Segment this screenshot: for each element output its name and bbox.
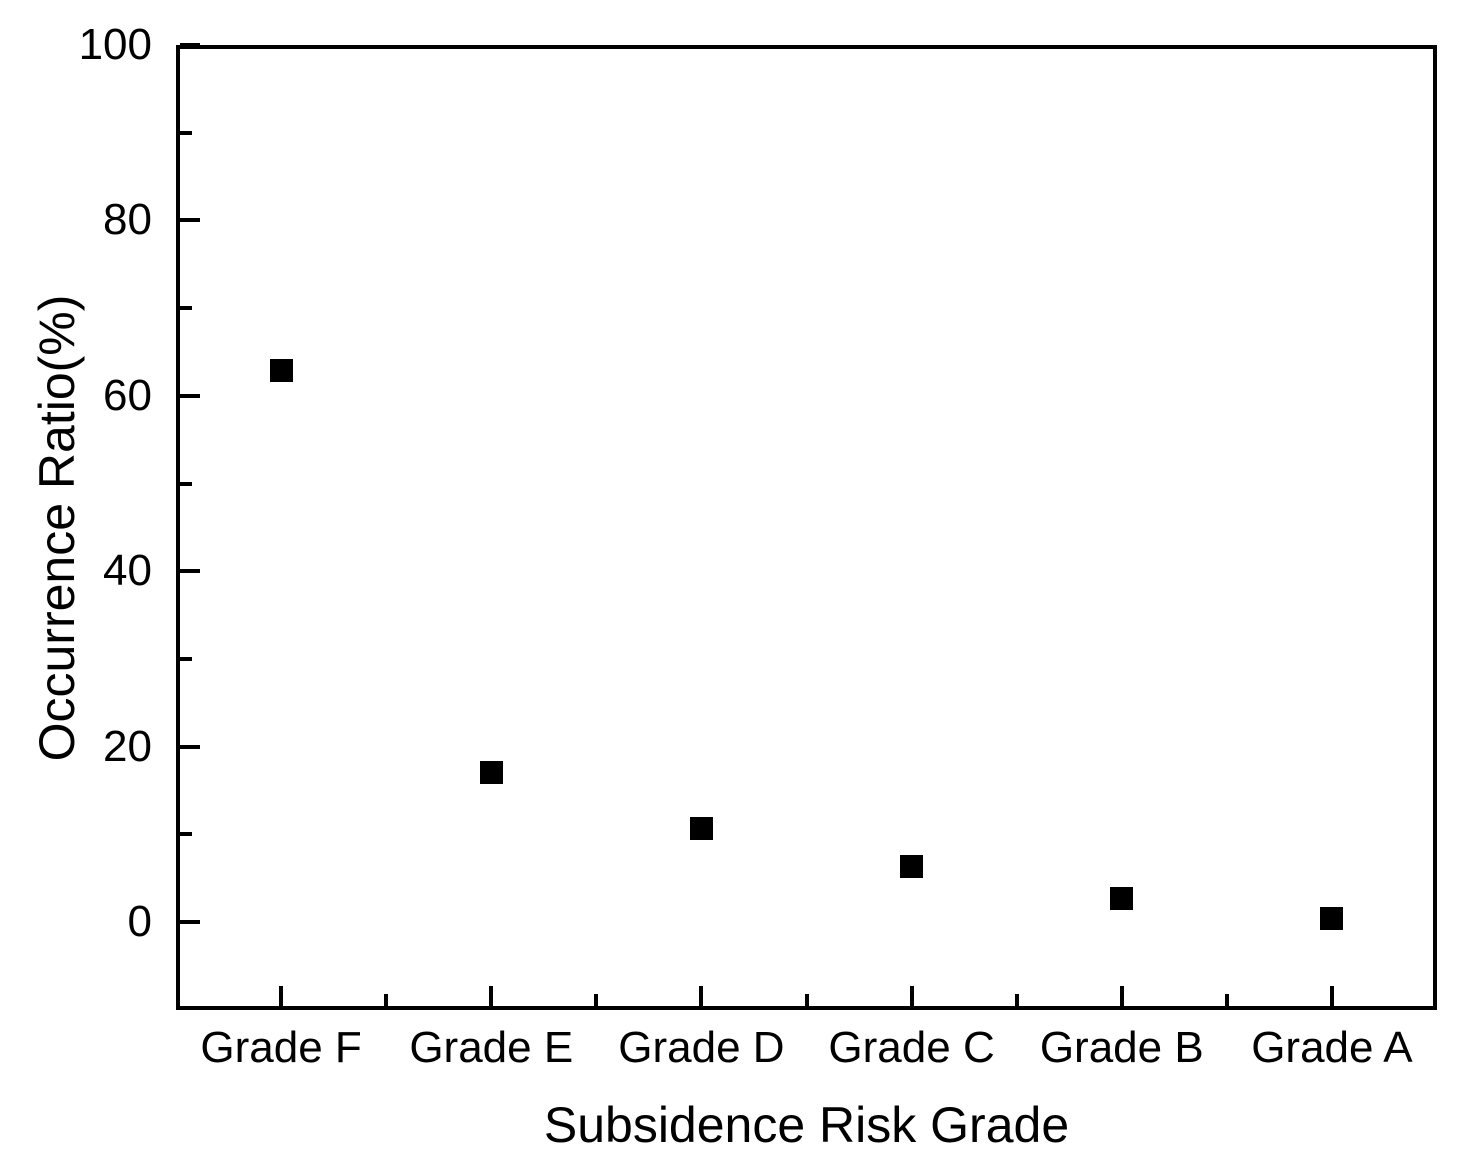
data-point-grade-f: [269, 358, 293, 382]
y-minor-tick: [180, 481, 192, 486]
x-tick-label-grade-e: Grade E: [409, 1023, 574, 1072]
x-minor-tick: [1014, 994, 1019, 1006]
y-major-tick: [180, 569, 200, 574]
y-tick-label: 20: [103, 721, 152, 771]
x-minor-tick: [594, 994, 599, 1006]
x-tick-label-grade-c: Grade C: [828, 1023, 995, 1072]
data-point-grade-e: [479, 760, 503, 784]
y-major-tick: [180, 218, 200, 223]
y-major-tick: [180, 43, 200, 47]
y-axis-title: Occurrence Ratio(%): [29, 294, 85, 761]
plot-area: [176, 45, 1437, 1010]
y-minor-tick: [180, 832, 192, 837]
x-tick-label-grade-d: Grade D: [618, 1023, 785, 1072]
y-tick-label: 80: [103, 195, 152, 245]
data-point-grade-a: [1320, 906, 1344, 930]
x-tick-label-grade-a: Grade A: [1251, 1023, 1413, 1072]
y-minor-tick: [180, 130, 192, 135]
x-major-tick: [489, 986, 494, 1006]
x-major-tick: [909, 986, 914, 1006]
y-tick-label: 40: [103, 546, 152, 596]
y-tick-label: 60: [103, 370, 152, 420]
x-tick-label-grade-b: Grade B: [1039, 1023, 1204, 1072]
x-tick-label-grade-f: Grade F: [200, 1023, 362, 1072]
x-minor-tick: [384, 994, 389, 1006]
x-minor-tick: [1224, 994, 1229, 1006]
y-minor-tick: [180, 306, 192, 311]
y-tick-label: 0: [127, 897, 152, 946]
y-major-tick: [180, 393, 200, 398]
x-axis-title: Subsidence Risk Grade: [543, 1097, 1070, 1153]
y-major-tick: [180, 920, 200, 924]
x-major-tick: [1329, 986, 1334, 1006]
x-minor-tick: [804, 994, 809, 1006]
y-minor-tick: [180, 656, 192, 661]
data-point-grade-c: [900, 855, 924, 879]
x-major-tick: [699, 986, 704, 1006]
x-major-tick: [279, 986, 284, 1006]
y-tick-label: 100: [78, 20, 152, 69]
x-major-tick: [1119, 986, 1124, 1006]
data-point-grade-b: [1110, 886, 1134, 910]
data-point-grade-d: [689, 816, 713, 840]
y-major-tick: [180, 744, 200, 749]
